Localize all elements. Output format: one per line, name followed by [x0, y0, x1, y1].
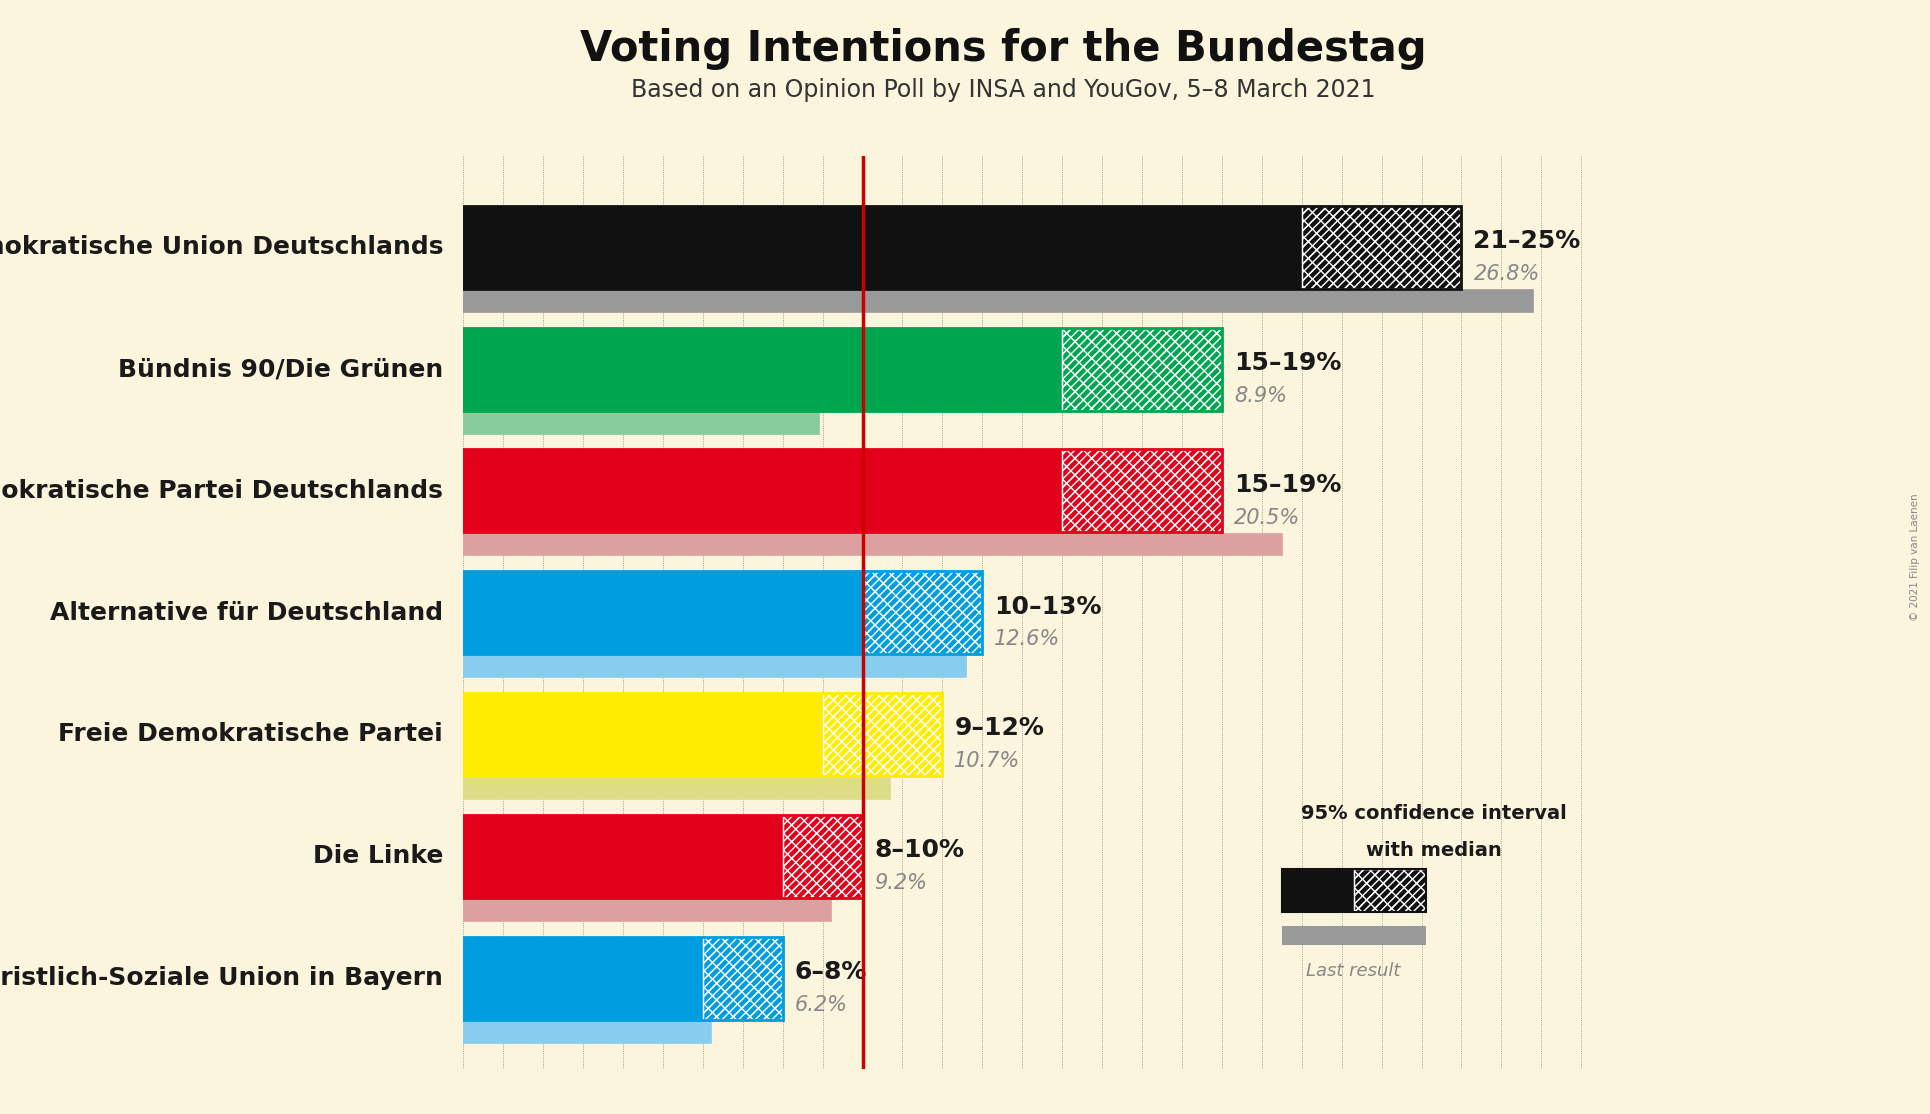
Bar — [703, 937, 784, 1019]
Bar — [463, 1020, 710, 1043]
Text: 21–25%: 21–25% — [1473, 229, 1581, 253]
Bar — [463, 206, 1461, 289]
Bar — [463, 571, 863, 654]
Bar — [463, 693, 822, 776]
Text: 8–10%: 8–10% — [874, 838, 965, 862]
Bar — [463, 412, 818, 433]
Text: with median: with median — [1366, 841, 1502, 860]
Bar — [863, 571, 982, 654]
Text: Die Linke: Die Linke — [313, 844, 444, 868]
Bar — [1301, 206, 1461, 289]
Bar — [463, 655, 967, 677]
Bar — [784, 814, 863, 898]
Text: Based on an Opinion Poll by INSA and YouGov, 5–8 March 2021: Based on an Opinion Poll by INSA and You… — [631, 78, 1376, 102]
Text: Freie Demokratische Partei: Freie Demokratische Partei — [58, 723, 444, 746]
Bar — [463, 899, 830, 921]
Bar — [463, 899, 830, 921]
Bar — [1282, 869, 1353, 911]
Bar — [463, 937, 784, 1019]
Bar — [463, 571, 982, 654]
Text: 20.5%: 20.5% — [1233, 508, 1301, 528]
Bar — [1062, 449, 1222, 532]
Text: 15–19%: 15–19% — [1233, 472, 1341, 497]
Bar — [703, 937, 784, 1019]
Text: Bündnis 90/Die Grünen: Bündnis 90/Die Grünen — [118, 358, 444, 381]
Bar — [463, 328, 1222, 411]
Bar — [1282, 926, 1426, 945]
Bar — [463, 449, 1062, 532]
Text: 12.6%: 12.6% — [994, 629, 1060, 649]
Text: 10–13%: 10–13% — [994, 595, 1102, 618]
Bar — [863, 571, 982, 654]
Bar — [463, 206, 1301, 289]
Bar — [463, 534, 1282, 556]
Bar — [1282, 869, 1426, 911]
Text: Christlich-Soziale Union in Bayern: Christlich-Soziale Union in Bayern — [0, 966, 444, 990]
Bar — [1062, 328, 1222, 411]
Bar — [463, 778, 890, 799]
Bar — [463, 290, 1532, 312]
Bar — [463, 412, 818, 433]
Text: 26.8%: 26.8% — [1473, 264, 1540, 284]
Bar — [463, 328, 1062, 411]
Bar — [463, 1020, 710, 1043]
Text: Sozialdemokratische Partei Deutschlands: Sozialdemokratische Partei Deutschlands — [0, 479, 444, 502]
Bar — [1301, 206, 1461, 289]
Bar — [784, 814, 863, 898]
Bar — [463, 814, 863, 898]
Bar — [463, 937, 703, 1019]
Bar — [822, 693, 942, 776]
Text: Voting Intentions for the Bundestag: Voting Intentions for the Bundestag — [581, 28, 1426, 70]
Bar — [1353, 869, 1426, 911]
Text: 9.2%: 9.2% — [874, 873, 928, 893]
Bar — [1062, 328, 1222, 411]
Text: 15–19%: 15–19% — [1233, 351, 1341, 375]
Text: 95% confidence interval: 95% confidence interval — [1301, 804, 1567, 823]
Bar — [822, 693, 942, 776]
Bar — [863, 571, 982, 654]
Bar — [1062, 449, 1222, 532]
Bar — [784, 814, 863, 898]
Bar — [703, 937, 784, 1019]
Bar — [822, 693, 942, 776]
Text: 6–8%: 6–8% — [795, 960, 867, 984]
Bar — [1301, 206, 1461, 289]
Bar — [463, 449, 1222, 532]
Bar — [463, 655, 967, 677]
Text: 6.2%: 6.2% — [795, 995, 847, 1015]
Text: © 2021 Filip van Laenen: © 2021 Filip van Laenen — [1911, 494, 1920, 620]
Text: Christlich Demokratische Union Deutschlands: Christlich Demokratische Union Deutschla… — [0, 235, 444, 260]
Bar — [1353, 869, 1426, 911]
Bar — [1353, 869, 1426, 911]
Bar — [463, 290, 1532, 312]
Bar — [1062, 449, 1222, 532]
Text: 10.7%: 10.7% — [953, 751, 1021, 771]
Text: Alternative für Deutschland: Alternative für Deutschland — [50, 600, 444, 625]
Bar — [463, 778, 890, 799]
Bar — [463, 534, 1282, 556]
Text: 8.9%: 8.9% — [1233, 385, 1287, 405]
Text: Last result: Last result — [1307, 962, 1401, 980]
Bar — [463, 814, 784, 898]
Bar — [463, 693, 942, 776]
Bar — [1062, 328, 1222, 411]
Text: 9–12%: 9–12% — [953, 716, 1044, 741]
